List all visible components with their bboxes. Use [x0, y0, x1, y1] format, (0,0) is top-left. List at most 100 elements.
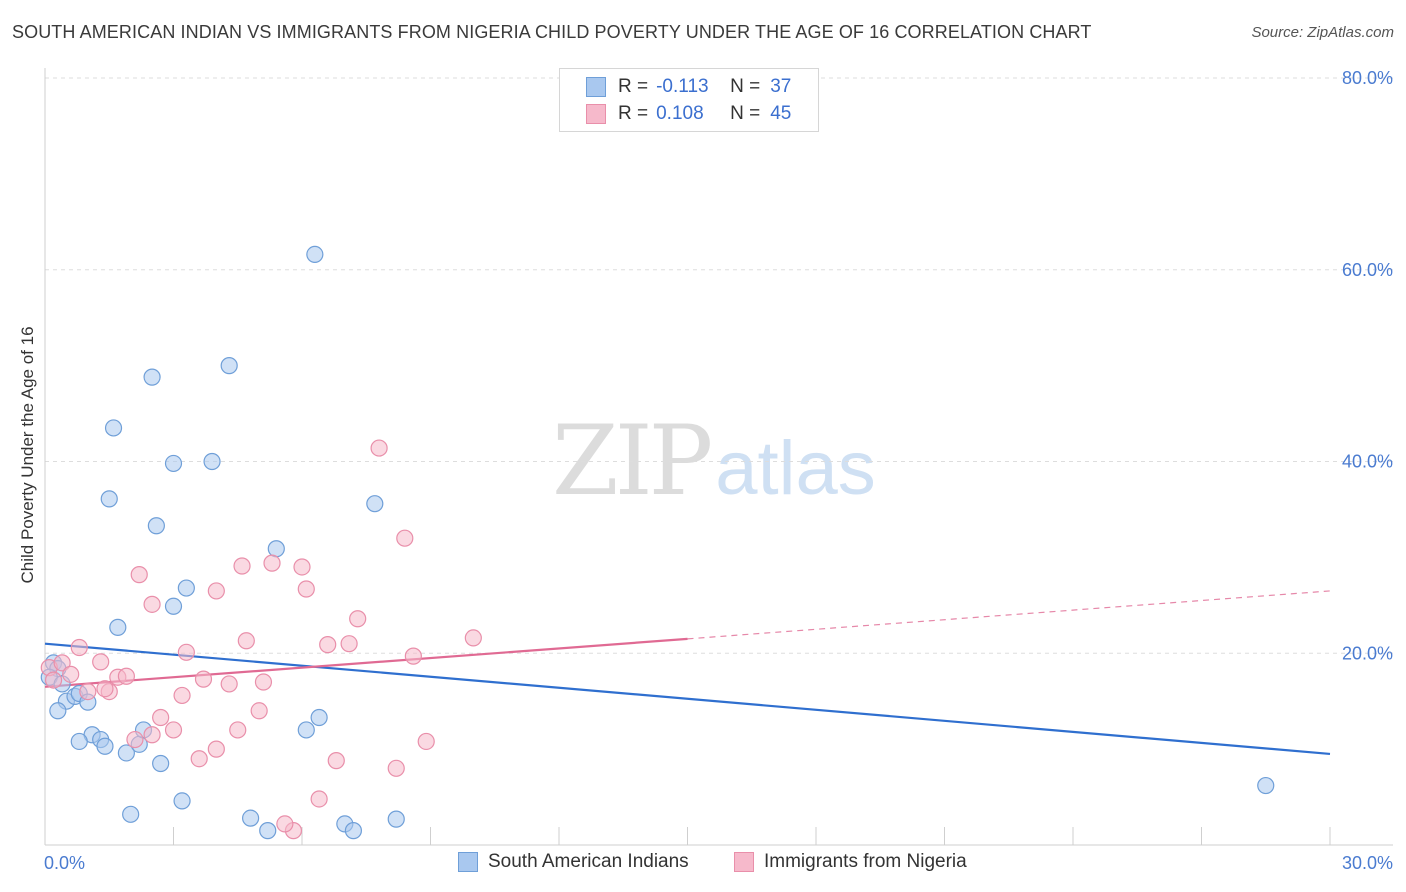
y-tick-label: 40.0%: [1342, 452, 1393, 472]
point-immigrants-from-nigeria: [53, 654, 71, 672]
point-immigrants-from-nigeria: [370, 439, 388, 457]
point-immigrants-from-nigeria: [177, 643, 195, 661]
point-immigrants-from-nigeria: [164, 721, 183, 739]
point-south-american-indians: [267, 540, 285, 558]
y-axis-label: Child Poverty Under the Age of 16: [18, 326, 37, 584]
point-immigrants-from-nigeria: [319, 636, 337, 654]
point-immigrants-from-nigeria: [207, 740, 225, 758]
point-south-american-indians: [117, 744, 135, 762]
legend-swatch-pink: [586, 104, 606, 124]
point-south-american-indians: [242, 809, 260, 827]
source-label: Source: ZipAtlas.com: [1251, 24, 1394, 41]
point-south-american-indians: [147, 517, 165, 535]
point-south-american-indians: [109, 618, 127, 636]
point-south-american-indians: [306, 245, 324, 264]
point-immigrants-from-nigeria: [194, 670, 213, 688]
point-immigrants-from-nigeria: [387, 759, 405, 777]
point-immigrants-from-nigeria: [207, 582, 225, 600]
x-tick-label: 0.0%: [44, 853, 85, 873]
point-immigrants-from-nigeria: [229, 721, 247, 739]
point-immigrants-from-nigeria: [96, 680, 114, 698]
point-immigrants-from-nigeria: [293, 558, 311, 576]
trend-layer: [44, 590, 1331, 756]
watermark-atlas: atlas: [715, 426, 876, 511]
point-south-american-indians: [173, 792, 191, 810]
point-south-american-indians: [104, 419, 123, 437]
legend-n-value: 37: [770, 76, 792, 97]
point-immigrants-from-nigeria: [464, 629, 482, 647]
point-immigrants-from-nigeria: [254, 673, 273, 691]
point-immigrants-from-nigeria: [340, 635, 358, 653]
point-immigrants-from-nigeria: [62, 665, 80, 683]
point-immigrants-from-nigeria: [237, 632, 255, 650]
legend-n-value: 45: [770, 103, 792, 124]
point-immigrants-from-nigeria: [404, 647, 422, 665]
point-immigrants-from-nigeria: [417, 732, 435, 751]
chart-title: SOUTH AMERICAN INDIAN VS IMMIGRANTS FROM…: [12, 22, 1092, 42]
series-legend: South American Indians Immigrants from N…: [0, 851, 1406, 877]
point-south-american-indians: [259, 822, 277, 840]
legend-r-label: R =: [618, 76, 649, 97]
point-immigrants-from-nigeria: [310, 790, 328, 808]
point-immigrants-from-nigeria: [396, 529, 414, 547]
point-immigrants-from-nigeria: [92, 653, 110, 671]
point-south-american-indians: [177, 579, 195, 597]
legend-label: Immigrants from Nigeria: [764, 851, 967, 872]
legend-label: South American Indians: [488, 851, 689, 872]
point-south-american-indians: [152, 754, 170, 773]
point-south-american-indians: [49, 702, 67, 720]
legend-swatch-pink: [734, 852, 754, 872]
legend-n-label: N =: [730, 103, 761, 124]
point-immigrants-from-nigeria: [233, 557, 251, 575]
point-immigrants-from-nigeria: [250, 702, 268, 720]
point-south-american-indians: [203, 452, 221, 471]
legend-r-value: -0.113: [656, 76, 709, 97]
point-south-american-indians: [164, 454, 183, 473]
point-immigrants-from-nigeria: [220, 675, 238, 693]
trend-line-solid: [44, 642, 1331, 756]
point-immigrants-from-nigeria: [152, 708, 170, 727]
legend-swatch-blue: [458, 852, 478, 872]
watermark: ZIPatlas: [552, 405, 876, 517]
point-immigrants-from-nigeria: [143, 595, 161, 613]
point-south-american-indians: [387, 810, 405, 828]
points-layer: [40, 245, 1275, 840]
legend-r-value: 0.108: [656, 103, 704, 124]
point-south-american-indians: [96, 737, 114, 755]
point-south-american-indians: [1257, 776, 1275, 795]
point-immigrants-from-nigeria: [327, 752, 345, 770]
point-immigrants-from-nigeria: [297, 580, 315, 598]
legend-swatch-blue: [586, 77, 606, 97]
legend-n-label: N =: [730, 76, 761, 97]
point-immigrants-from-nigeria: [190, 750, 208, 768]
point-immigrants-from-nigeria: [130, 566, 148, 584]
point-south-american-indians: [297, 721, 315, 739]
point-immigrants-from-nigeria: [173, 686, 191, 705]
legend-item-immigrants-from-nigeria[interactable]: Immigrants from Nigeria: [734, 851, 967, 873]
point-south-american-indians: [164, 597, 183, 615]
legend-r-label: R =: [618, 103, 649, 124]
point-immigrants-from-nigeria: [44, 671, 63, 689]
point-south-american-indians: [366, 495, 384, 513]
point-south-american-indians: [310, 708, 328, 727]
legend-item-south-american-indians[interactable]: South American Indians: [458, 851, 689, 873]
point-south-american-indians: [122, 805, 140, 823]
point-immigrants-from-nigeria: [70, 638, 88, 657]
legend-row-pink: R = 0.108 N = 45: [586, 102, 791, 126]
point-immigrants-from-nigeria: [349, 610, 367, 628]
axis-layer: [44, 68, 1393, 846]
stats-legend: R = -0.113 N = 37 R = 0.108 N = 45: [559, 68, 819, 132]
point-immigrants-from-nigeria: [126, 730, 144, 749]
point-immigrants-from-nigeria: [276, 815, 294, 833]
y-tick-label: 80.0%: [1342, 68, 1393, 88]
point-south-american-indians: [143, 368, 161, 386]
point-immigrants-from-nigeria: [143, 726, 161, 744]
x-tick-label: 30.0%: [1342, 853, 1393, 873]
legend-row-blue: R = -0.113 N = 37: [586, 75, 791, 99]
point-immigrants-from-nigeria: [79, 682, 97, 701]
y-tick-label: 20.0%: [1342, 643, 1393, 663]
point-south-american-indians: [100, 490, 118, 508]
trend-line-solid: [44, 637, 688, 688]
point-south-american-indians: [70, 732, 88, 751]
